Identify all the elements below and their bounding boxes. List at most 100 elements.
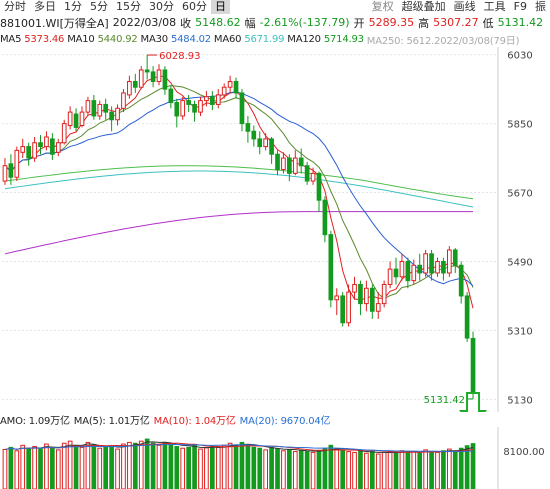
candle-body [364,287,369,305]
volume-bar [103,446,109,489]
volume-bar [287,448,292,489]
volume-bar [358,450,363,489]
candle-body [411,264,417,282]
candle [393,257,399,285]
candle-body [275,153,280,171]
volume-bar [470,443,476,489]
candle-body [423,253,428,274]
candle [257,131,263,155]
period-tab-5[interactable]: 30分 [149,0,174,13]
candle [304,161,310,185]
y-tick-label: 6030 [507,51,532,62]
period-tab-6[interactable]: 60分 [182,0,207,13]
volume-bar [180,447,186,489]
candle [399,253,405,281]
high-marker-label: 6028.93 [159,51,200,62]
candle [239,89,245,132]
candle [138,66,144,90]
candle [464,292,470,342]
candle-body [44,136,49,148]
candle [423,249,428,277]
candle [127,75,132,99]
candle [55,138,61,157]
volume-bar [150,442,156,489]
volume-bar [44,443,49,489]
candle [334,288,340,316]
candle-body [381,283,387,305]
volume-bar [162,441,168,489]
period-tab-7[interactable]: 日 [211,0,230,14]
period-tab-4[interactable]: 15分 [116,0,141,13]
candle-body [251,130,257,140]
volume-bar [322,447,328,489]
y-tick-label: 5130 [507,395,532,406]
toolbar-btn-3[interactable]: 工具 [483,0,506,13]
candle-body [393,268,399,278]
candle-body [192,103,197,113]
volume-bar [269,446,274,489]
volume-bar [399,450,405,489]
ma-overlay-text: MA250: 5612.2022/03/08(79日) [366,35,520,47]
volume-bar [121,443,126,489]
candle-body [127,80,132,96]
candle-body [287,157,292,174]
candle-body [435,260,440,274]
candle [375,292,381,319]
candlestick-chart[interactable]: 6030 5850 5670 5490 5310 5130 6028.93 5131.42 [0,47,550,412]
volume-bar [14,450,20,489]
volume-bar [239,441,245,489]
volume-bar [73,444,79,489]
period-tab-0[interactable]: 分时 [4,0,26,13]
volume-bar [340,449,346,489]
ma20-line [4,91,474,287]
candle-body [352,283,357,293]
candle [387,261,393,289]
ma60-line [4,170,474,208]
quote-info-bar: 881001.WI[万得全A] 2022/03/08 收 5148.62 幅 -… [0,14,550,31]
volume-bar [304,451,310,489]
y-tick-label: 5310 [507,326,532,337]
volume-bar [245,444,251,489]
volume-bar [32,446,37,489]
candle-body [470,337,476,393]
close-value: 5148.62 [195,16,241,29]
toolbar-btn-5[interactable]: 振 [535,0,546,13]
period-tab-2[interactable]: 1分 [64,0,82,13]
candle [204,91,209,107]
amo-value: AMO: 1.09万亿 [0,416,70,427]
vol-tick-label: 8100.00 [503,447,544,458]
close-label: 收 [180,16,192,30]
candle-body [298,157,304,167]
volume-bar [452,450,458,489]
candle-body [2,165,8,182]
candle-body [210,96,215,105]
candle [328,230,334,308]
volume-bar [2,448,8,489]
candle-body [61,123,67,144]
volume-bar [91,444,97,489]
candle [233,77,239,99]
period-tab-3[interactable]: 5分 [90,0,108,13]
volume-chart[interactable]: 8100.00 [0,427,550,489]
volume-bar [352,451,357,489]
candle [275,150,280,176]
candle [411,259,417,285]
volume-bar [298,449,304,489]
volume-bar [458,447,464,489]
candle [91,94,97,120]
volume-bar [346,451,351,489]
toolbar-btn-0[interactable]: 复权 [371,0,394,13]
volume-bar [381,451,387,489]
period-tab-1[interactable]: 多日 [34,0,56,13]
toolbar-btn-4[interactable]: F9 [513,0,527,13]
candle-body [458,264,464,297]
volume-bar [38,448,43,489]
toolbar-btn-2[interactable]: 画线 [453,0,476,13]
volume-bar [435,451,440,489]
toolbar-btn-1[interactable]: 超级叠加 [401,0,446,13]
amo-ma5: MA(5): 1.01万亿 [73,416,150,427]
candle [50,133,55,160]
volume-bar [316,450,322,489]
ma120-value: 5714.93 [323,33,364,45]
candle [251,125,257,147]
